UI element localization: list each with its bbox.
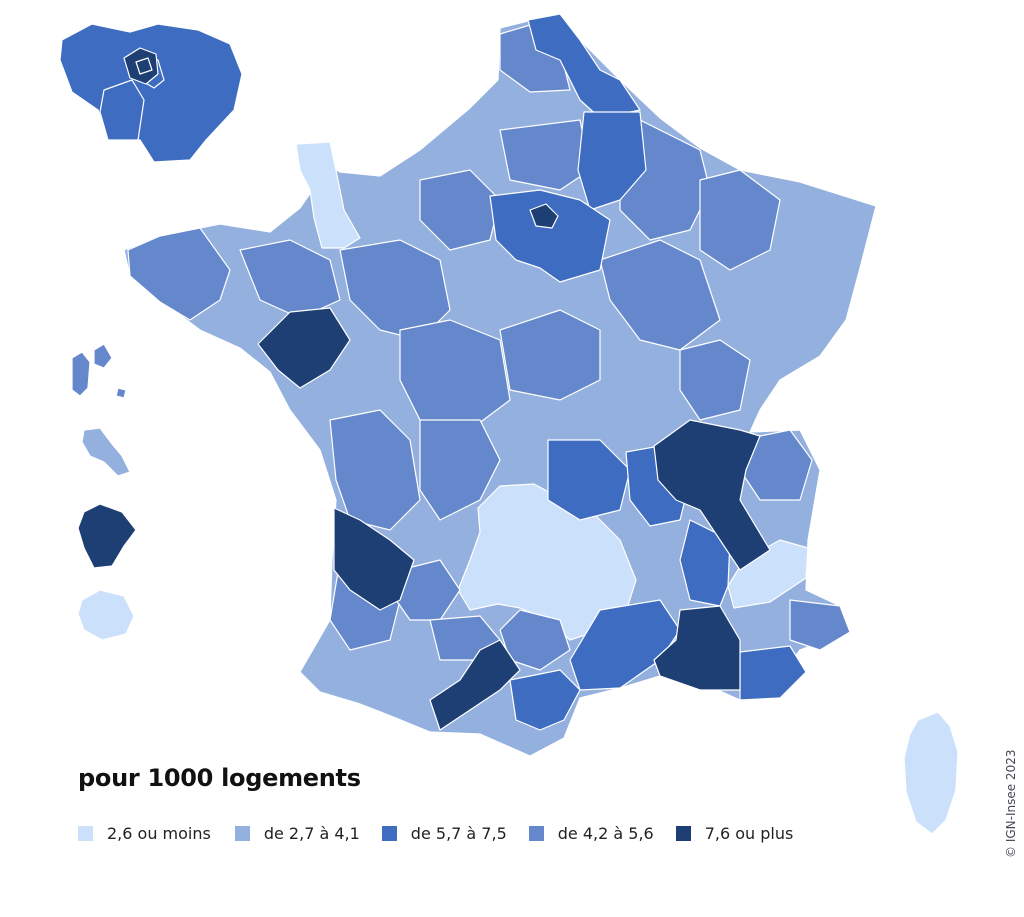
region-c5 [653,605,741,691]
legend-item: de 2,7 à 4,1 [234,824,360,843]
legend-label: de 4,2 à 5,6 [557,824,654,843]
region-c3 [115,387,127,399]
region-c5 [333,507,415,611]
region-c3 [127,227,231,321]
legend-label: 2,6 ou moins [107,824,211,843]
legend-label: 7,6 ou plus [704,824,794,843]
region-c3 [499,309,601,401]
region-c1 [727,539,809,609]
region-c3 [679,339,751,421]
region-c4 [489,189,611,283]
legend-item: 2,6 ou moins [78,824,211,843]
region-c5 [77,503,137,569]
region-c3 [399,319,511,431]
legend-swatch-c2 [234,826,250,841]
legend-swatch-c3 [528,826,544,841]
credit-text: © IGN-Insee 2023 [1004,749,1018,858]
region-c5 [135,57,153,75]
region-c3 [599,239,721,351]
region-c3 [789,599,851,651]
region-c1 [903,711,959,835]
region-c3 [699,169,781,271]
region-c5 [257,307,351,389]
region-c4 [739,645,807,701]
region-c5 [529,203,559,229]
legend-swatch-c1 [78,826,93,841]
region-c4 [59,23,243,163]
legend-item: de 5,7 à 7,5 [381,824,507,843]
region-c1 [77,589,135,641]
legend: 2,6 ou moins de 2,7 à 4,1 de 5,7 à 7,5 d… [78,824,793,843]
idf-inset [59,23,243,163]
region-c1 [295,141,361,249]
legend-label: de 2,7 à 4,1 [263,824,360,843]
region-c4 [547,439,631,521]
region-c3 [329,409,421,531]
region-c3 [499,119,591,191]
legend-title: pour 1000 logements [78,764,361,792]
legend-item: 7,6 ou plus [675,824,794,843]
region-c3 [239,239,341,319]
region-c3 [499,609,571,671]
region-c3 [419,419,501,521]
legend-swatch-c4 [381,826,397,841]
region-c5 [653,419,771,571]
legend-label: de 5,7 à 7,5 [410,824,507,843]
region-c3 [71,351,91,397]
region-c4 [577,111,647,211]
region-c3 [93,343,113,369]
region-c4 [99,79,145,141]
region-c4 [569,599,681,691]
region-c4 [527,13,641,119]
region-c5 [429,639,521,731]
region-c2 [81,427,131,477]
legend-item: de 4,2 à 5,6 [528,824,654,843]
region-c3 [419,169,501,251]
region-c4 [509,669,581,731]
legend-swatch-c5 [675,826,691,841]
